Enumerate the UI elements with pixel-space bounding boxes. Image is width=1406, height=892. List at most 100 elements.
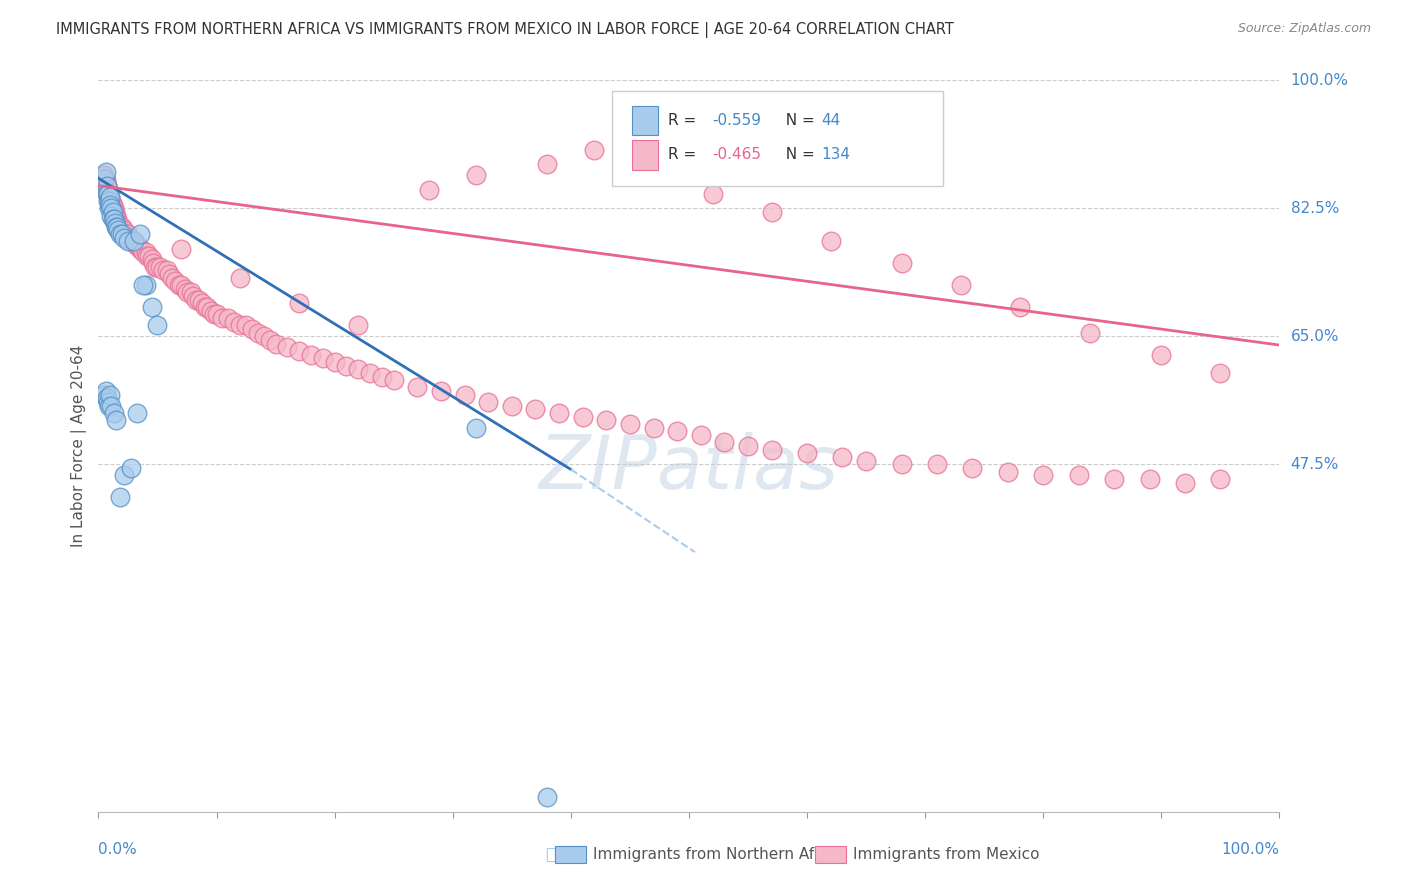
Point	[100, 209, 122, 223]
Point	[160, 270, 183, 285]
Point	[962, 461, 984, 475]
Point	[96, 179, 118, 194]
Point	[689, 428, 711, 442]
Point	[142, 256, 165, 270]
Point	[129, 242, 152, 256]
Point	[176, 285, 198, 300]
Text: Immigrants from Northern Africa: Immigrants from Northern Africa	[593, 847, 844, 862]
Point	[997, 465, 1019, 479]
Point	[105, 212, 128, 227]
Point	[312, 351, 335, 366]
Point	[111, 227, 134, 241]
Point	[97, 395, 120, 409]
Point	[167, 278, 190, 293]
Point	[112, 230, 135, 244]
Point	[170, 242, 193, 256]
Point	[465, 421, 488, 435]
FancyBboxPatch shape	[612, 91, 943, 186]
Point	[105, 216, 128, 230]
Point	[666, 425, 689, 439]
Text: -0.559: -0.559	[713, 113, 762, 128]
Point	[643, 169, 665, 183]
Point	[583, 143, 606, 157]
Point	[299, 347, 322, 362]
Text: Immigrants from Mexico: Immigrants from Mexico	[853, 847, 1040, 862]
Point	[276, 340, 298, 354]
Text: 134: 134	[821, 147, 851, 162]
Point	[347, 362, 370, 376]
Point	[925, 457, 948, 471]
Point	[211, 310, 233, 325]
Point	[96, 392, 118, 406]
Point	[96, 179, 118, 194]
Point	[453, 388, 475, 402]
Point	[135, 245, 157, 260]
FancyBboxPatch shape	[633, 106, 658, 136]
Point	[205, 307, 228, 321]
Point	[117, 230, 139, 244]
Point	[98, 399, 121, 413]
Point	[643, 421, 665, 435]
Point	[181, 289, 204, 303]
Point	[96, 186, 118, 201]
Point	[100, 197, 122, 211]
Point	[465, 169, 488, 183]
Point	[347, 318, 370, 333]
Text: 100.0%: 100.0%	[1291, 73, 1348, 87]
Point	[107, 216, 129, 230]
Text: R =: R =	[668, 147, 700, 162]
Point	[91, 169, 114, 183]
Point	[112, 223, 135, 237]
Text: 100.0%: 100.0%	[1222, 842, 1279, 857]
Point	[127, 406, 149, 420]
Point	[761, 442, 783, 457]
Point	[536, 790, 558, 805]
Point	[122, 234, 145, 248]
Point	[146, 318, 169, 333]
Point	[111, 219, 134, 234]
Text: 47.5%: 47.5%	[1291, 457, 1339, 472]
Point	[229, 318, 252, 333]
Point	[98, 186, 121, 201]
Point	[108, 219, 131, 234]
Point	[98, 194, 121, 208]
Point	[200, 303, 222, 318]
Point	[122, 234, 145, 248]
Point	[127, 237, 149, 252]
Point	[288, 296, 311, 310]
Point	[477, 395, 499, 409]
Point	[820, 234, 842, 248]
Point	[1209, 472, 1232, 486]
Point	[548, 406, 571, 420]
Point	[107, 223, 129, 237]
Point	[128, 227, 150, 241]
Point	[100, 202, 122, 216]
Point	[335, 359, 357, 373]
Text: IMMIGRANTS FROM NORTHERN AFRICA VS IMMIGRANTS FROM MEXICO IN LABOR FORCE | AGE 2: IMMIGRANTS FROM NORTHERN AFRICA VS IMMIG…	[56, 22, 955, 38]
Point	[194, 300, 217, 314]
Point	[103, 406, 125, 420]
Text: ZIPatlas: ZIPatlas	[538, 432, 839, 504]
Point	[149, 260, 172, 274]
Point	[371, 369, 394, 384]
Text: R =: R =	[668, 113, 700, 128]
Text: N =: N =	[776, 113, 820, 128]
Point	[112, 223, 135, 237]
Point	[259, 333, 281, 347]
Point	[240, 322, 263, 336]
Text: 82.5%: 82.5%	[1291, 201, 1339, 216]
Point	[98, 190, 121, 204]
Point	[702, 186, 724, 201]
Point	[101, 205, 124, 219]
Point	[619, 417, 641, 431]
Point	[141, 252, 163, 267]
Point	[132, 245, 155, 260]
Point	[323, 355, 346, 369]
Point	[101, 212, 124, 227]
Point	[524, 402, 547, 417]
Point	[235, 318, 257, 333]
Point	[831, 450, 853, 464]
Point	[100, 194, 122, 208]
Point	[117, 234, 139, 248]
Point	[170, 278, 193, 293]
